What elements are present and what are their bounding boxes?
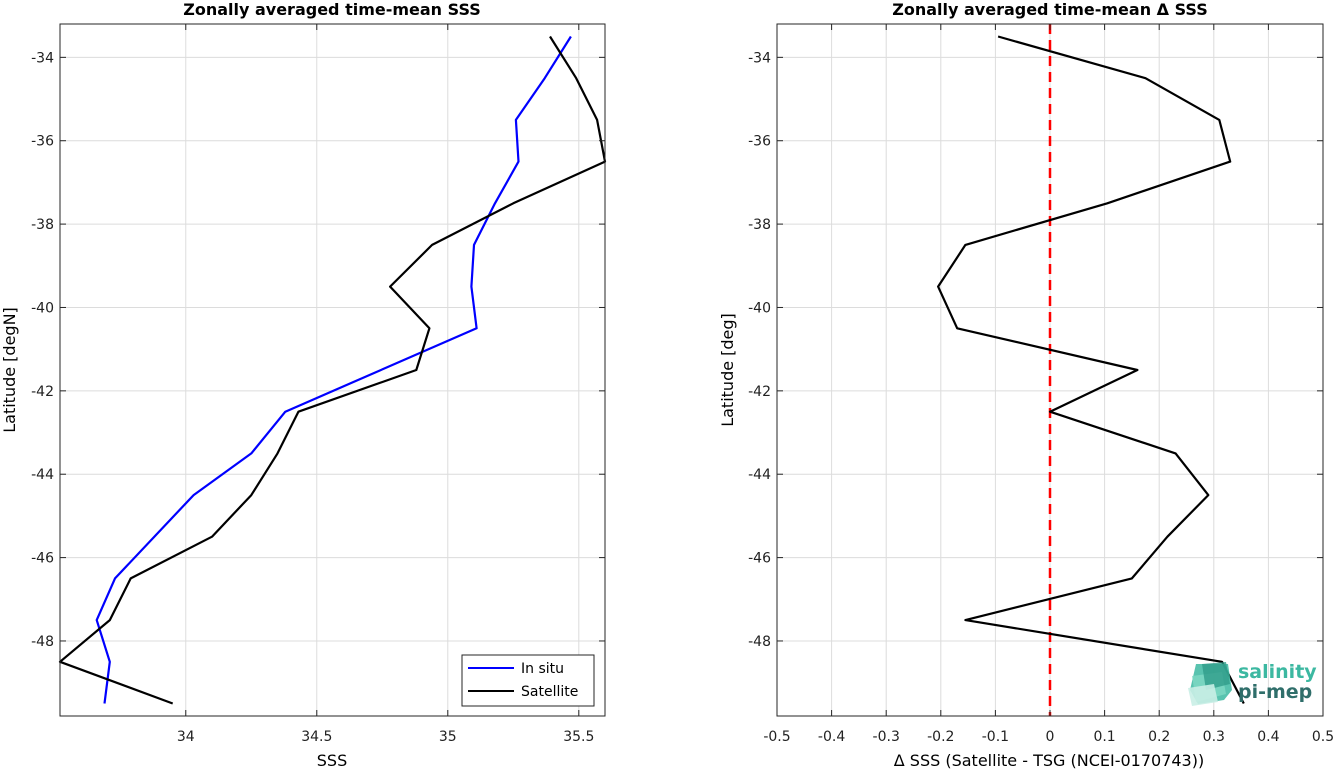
right-x-tick-label: -0.4 — [818, 729, 845, 745]
left-y-tick-label: -46 — [31, 551, 54, 567]
right-y-tick-label: -46 — [748, 551, 771, 567]
left-x-tick-label: 34.5 — [301, 729, 332, 745]
left-y-tick-label: -40 — [31, 300, 54, 316]
right-y-tick-label: -42 — [748, 384, 771, 400]
right-x-tick-label: 0.5 — [1312, 729, 1334, 745]
left-y-tick-label: -36 — [31, 134, 54, 150]
left-chart-title: Zonally averaged time-mean SSS — [183, 0, 481, 19]
left-y-tick-label: -42 — [31, 384, 54, 400]
right-x-tick-label: -0.5 — [763, 729, 790, 745]
right-chart-title: Zonally averaged time-mean Δ SSS — [892, 0, 1208, 19]
right-y-tick-label: -34 — [748, 50, 771, 66]
right-x-tick-label: 0.3 — [1203, 729, 1225, 745]
right-x-tick-label: 0.1 — [1093, 729, 1115, 745]
left-x-axis-label: SSS — [317, 751, 347, 769]
left-y-tick-label: -34 — [31, 50, 54, 66]
left-y-tick-label: -38 — [31, 217, 54, 233]
right-x-axis-label: Δ SSS (Satellite - TSG (NCEI-0170743)) — [894, 751, 1204, 769]
left-x-tick-label: 35.5 — [563, 729, 594, 745]
logo-line-1: salinity — [1238, 661, 1317, 683]
left-x-tick-label: 34 — [177, 729, 195, 745]
left-x-tick-label: 35 — [439, 729, 457, 745]
right-y-tick-label: -40 — [748, 300, 771, 316]
left-plot-frame — [59, 23, 606, 717]
right-chart: Zonally averaged time-mean Δ SSS -0.5 -0.… — [718, 0, 1334, 769]
salinity-pi-mep-logo: salinity pi-mep — [1188, 661, 1317, 706]
right-x-tick-label: -0.1 — [982, 729, 1009, 745]
left-chart: Zonally averaged time-mean SSS 34 34.5 35 3… — [0, 0, 607, 769]
right-y-tick-label: -38 — [748, 217, 771, 233]
legend-label-in-situ: In situ — [521, 661, 564, 677]
legend-label-satellite: Satellite — [521, 684, 578, 700]
right-y-tick-label: -44 — [748, 467, 771, 483]
left-y-tick-label: -48 — [31, 634, 54, 650]
logo-line-2: pi-mep — [1238, 681, 1312, 703]
right-x-tick-label: 0 — [1046, 729, 1055, 745]
left-y-axis-label: Latitude [degN] — [0, 307, 19, 433]
right-y-axis-label: Latitude [deg] — [718, 313, 737, 427]
left-series-line-satellite — [58, 35, 607, 705]
wave-logo-icon — [1188, 662, 1232, 706]
left-series-line-in-situ — [95, 35, 572, 704]
right-x-tick-label: -0.2 — [927, 729, 954, 745]
legend: In situ Satellite — [461, 654, 595, 707]
right-x-tick-label: 0.2 — [1148, 729, 1170, 745]
right-series-line-delta — [936, 35, 1245, 705]
left-y-tick-label: -44 — [31, 467, 54, 483]
right-x-tick-label: -0.3 — [873, 729, 900, 745]
right-y-tick-label: -36 — [748, 134, 771, 150]
legend-box — [461, 654, 595, 707]
right-x-tick-label: 0.4 — [1257, 729, 1279, 745]
right-y-tick-label: -48 — [748, 634, 771, 650]
